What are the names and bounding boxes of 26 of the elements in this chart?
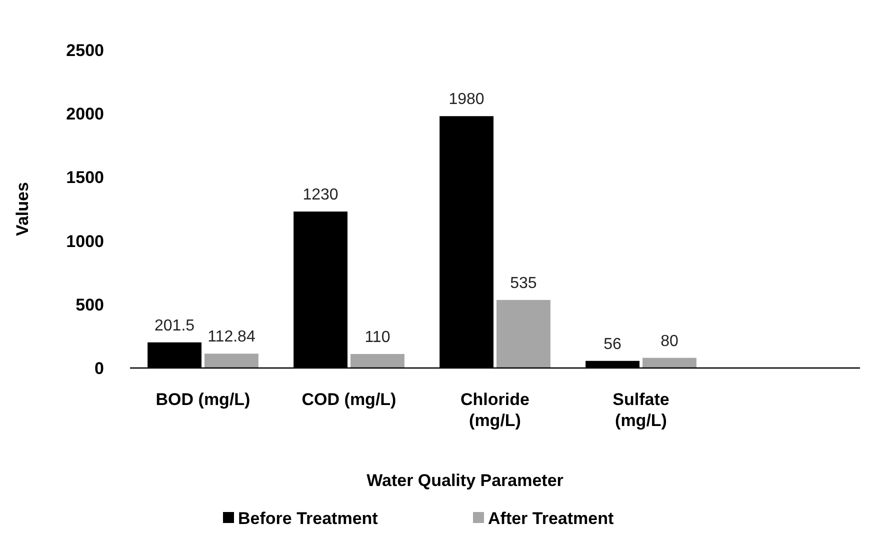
data-label: 535 [510, 274, 537, 292]
data-label: 80 [660, 332, 678, 350]
bar [642, 358, 696, 368]
y-axis-title: Values [13, 182, 32, 236]
data-label: 56 [604, 336, 622, 353]
x-tick-label: Sulfate (mg/L) [612, 390, 670, 430]
data-label: 110 [364, 329, 390, 346]
data-label: 201.5 [154, 317, 195, 334]
y-tick-label: 1500 [66, 168, 104, 188]
bar [496, 300, 550, 368]
data-label: 1980 [448, 91, 484, 108]
x-tick-label: BOD (mg/L) [156, 390, 250, 409]
y-tick-label: 2000 [66, 104, 104, 124]
y-tick-label: 2500 [66, 40, 104, 60]
y-tick-label: 0 [94, 358, 104, 378]
data-label: 112.84 [208, 328, 256, 346]
bar [350, 354, 404, 368]
y-tick-label: 1000 [66, 232, 104, 251]
x-axis-title: Water Quality Parameter [366, 471, 564, 490]
legend-label: Before Treatment [238, 508, 378, 528]
bar [204, 354, 258, 368]
y-tick-label: 500 [76, 295, 104, 314]
data-label: 1230 [302, 186, 338, 204]
legend-label: After Treatment [488, 508, 614, 528]
x-tick-label: COD (mg/L) [302, 390, 396, 409]
x-tick-label: Chloride (mg/L) [460, 390, 530, 430]
